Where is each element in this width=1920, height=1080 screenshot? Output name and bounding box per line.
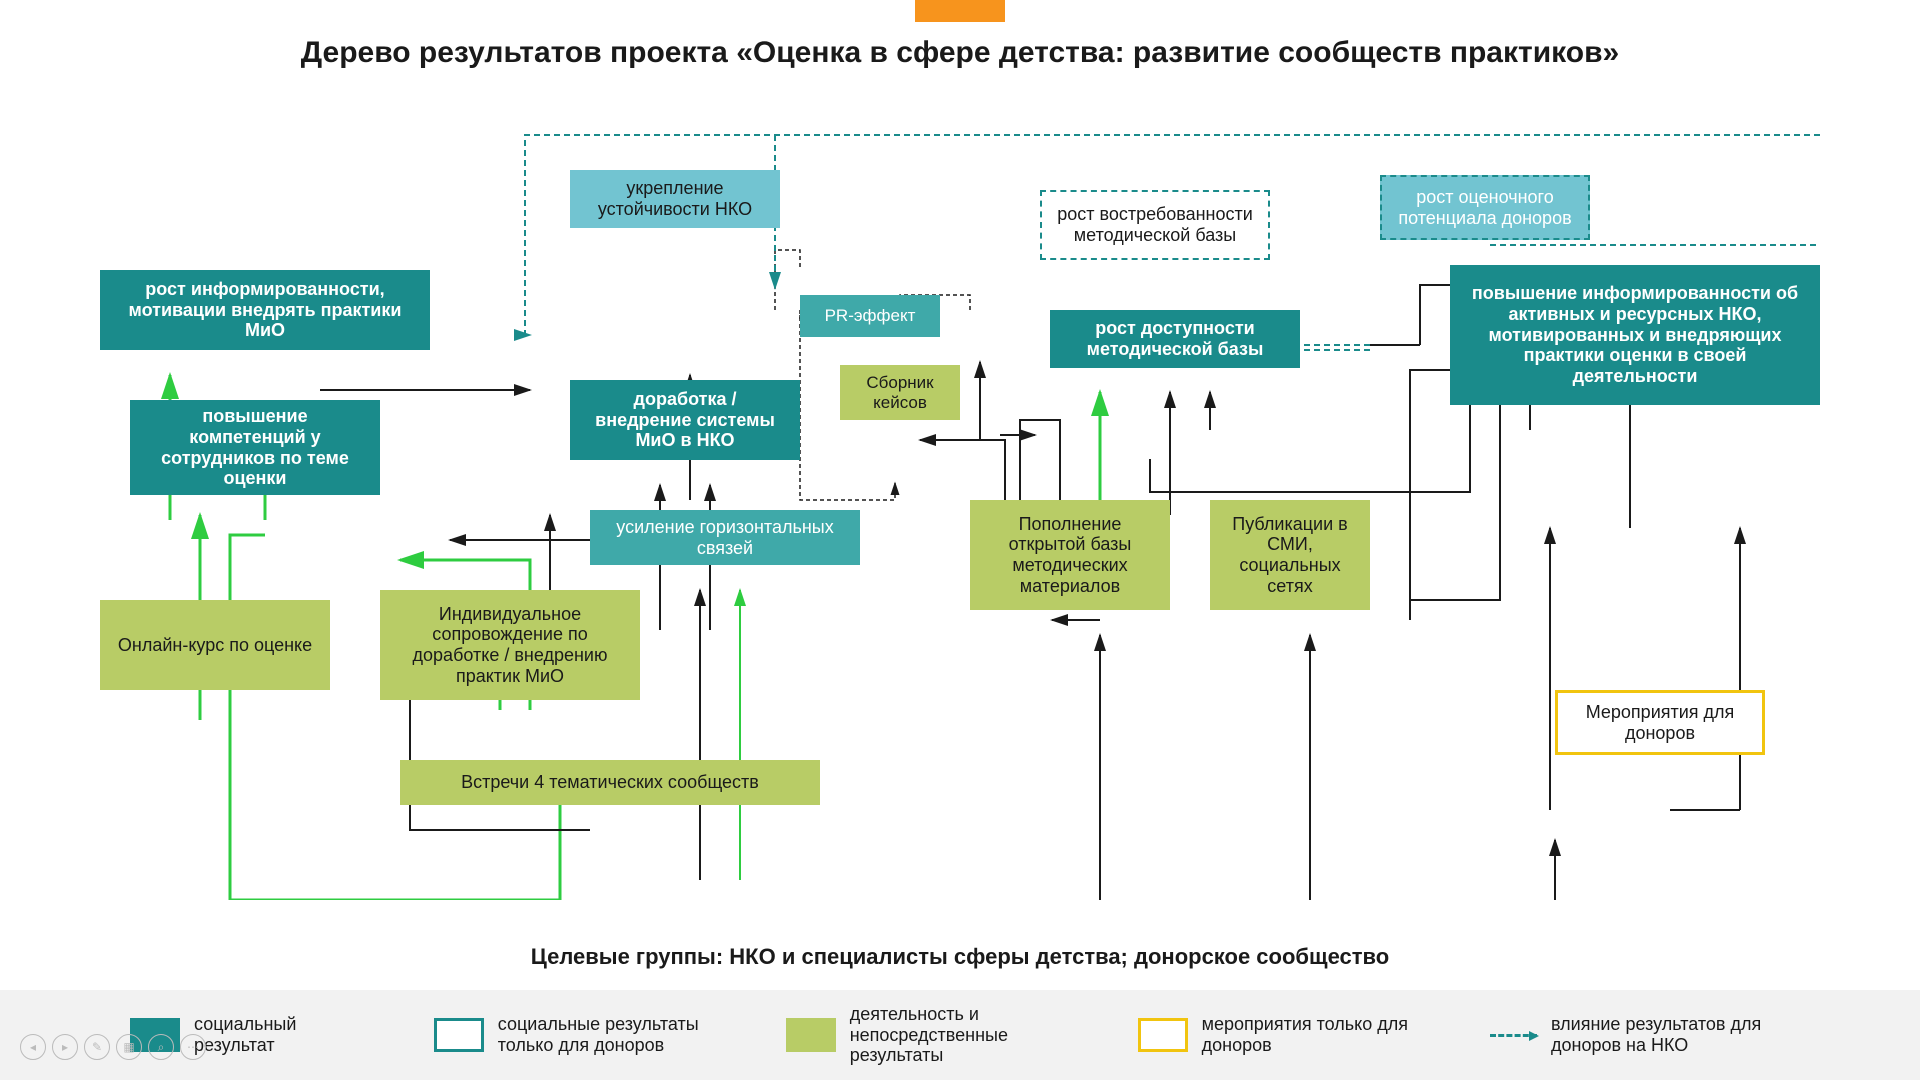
swatch-activity-donor <box>1138 1018 1188 1052</box>
swatch-activity <box>786 1018 836 1052</box>
node-n_individual: Индивидуальное сопровождение по доработк… <box>380 590 640 700</box>
node-n_meetings: Встречи 4 тематических сообществ <box>400 760 820 805</box>
swatch-social-outline <box>434 1018 484 1052</box>
nav-prev-icon[interactable]: ◂ <box>20 1034 46 1060</box>
nav-next-icon[interactable]: ▸ <box>52 1034 78 1060</box>
node-n_smi: Публикации в СМИ, социальных сетях <box>1210 500 1370 610</box>
node-n_cases: Сборник кейсов <box>840 365 960 420</box>
legend-activity-donor: мероприятия только для доноров <box>1138 1014 1420 1055</box>
node-n_donor_events: Мероприятия для доноров <box>1555 690 1765 755</box>
swatch-dashed-arrow <box>1490 1034 1537 1037</box>
node-n_course: Онлайн-курс по оценке <box>100 600 330 690</box>
node-n_fill_base: Пополнение открытой базы методических ма… <box>970 500 1170 610</box>
node-n_horizontal: усиление горизонтальных связей <box>590 510 860 565</box>
legend-bar: социальный результат социальные результа… <box>0 990 1920 1080</box>
node-n_refine: доработка / внедрение системы МиО в НКО <box>570 380 800 460</box>
nav-pen-icon[interactable]: ✎ <box>84 1034 110 1060</box>
page-title: Дерево результатов проекта «Оценка в сфе… <box>0 36 1920 71</box>
legend-social-donor: социальные результаты только для доноров <box>434 1014 716 1055</box>
node-n_demand: рост востребованности методической базы <box>1040 190 1270 260</box>
legend-activity: деятельность и непосредственные результа… <box>786 1004 1068 1066</box>
slide-accent-tab <box>915 0 1005 22</box>
node-n_strengthen: укрепление устойчивости НКО <box>570 170 780 228</box>
node-n_competence: повышение компетенций у сотрудников по т… <box>130 400 380 495</box>
node-n_access: рост доступности методической базы <box>1050 310 1300 368</box>
nav-more-icon[interactable]: ⋯ <box>180 1034 206 1060</box>
node-n_donor_potential: рост оценочного потенциала доноров <box>1380 175 1590 240</box>
diagram-canvas: укрепление устойчивости НКО рост востребо… <box>100 120 1820 900</box>
target-groups-label: Целевые группы: НКО и специалисты сферы … <box>0 944 1920 970</box>
presenter-nav: ◂ ▸ ✎ ▦ ⌕ ⋯ <box>20 1034 206 1060</box>
legend-dashed-influence: влияние результатов для доноров на НКО <box>1490 1014 1790 1055</box>
nav-grid-icon[interactable]: ▦ <box>116 1034 142 1060</box>
nav-zoom-icon[interactable]: ⌕ <box>148 1034 174 1060</box>
node-n_pr: PR-эффект <box>800 295 940 337</box>
node-n_awareness: рост информированности, мотивации внедря… <box>100 270 430 350</box>
node-n_donor_aware: повышение информированности об активных … <box>1450 265 1820 405</box>
